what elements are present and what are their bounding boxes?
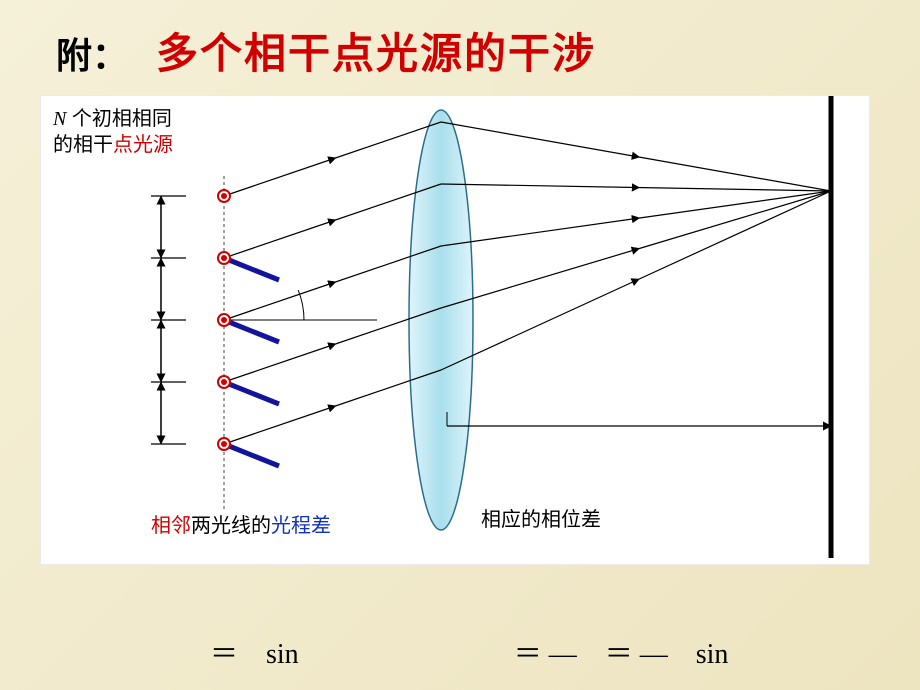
- equation-pathdiff: ＝ sin: [210, 632, 299, 672]
- equation-phasediff: ＝ — ＝ — sin: [514, 632, 729, 672]
- label-phase-diff: 相应的相位差: [481, 503, 601, 532]
- diagram-area: N 个初相相同 的相干点光源 相邻两光线的光程差 相应的相位差: [40, 95, 870, 565]
- label-n-sources: N 个初相相同 的相干点光源: [53, 106, 173, 158]
- label-path-diff: 相邻两光线的光程差: [151, 509, 331, 538]
- title-prefix: 附：: [56, 27, 128, 79]
- equation-row: ＝ sin ＝ — ＝ — sin: [40, 632, 870, 672]
- title-main: 多个相干点光源的干涉: [156, 20, 596, 81]
- optics-svg: [41, 96, 871, 566]
